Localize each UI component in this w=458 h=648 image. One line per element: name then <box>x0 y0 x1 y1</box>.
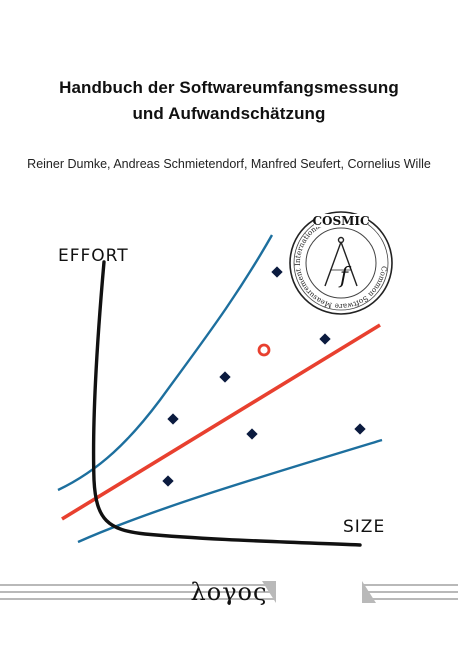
lower-bound-curve <box>77 438 383 544</box>
compass-icon <box>324 236 358 287</box>
publisher-band <box>0 580 458 606</box>
upper-bound-curve <box>57 234 274 492</box>
regression-line <box>61 323 381 521</box>
size-axis-label: SIZE <box>343 517 385 537</box>
data-point <box>271 266 283 278</box>
data-point <box>162 475 174 487</box>
data-point <box>319 333 331 345</box>
seal-top-text: COSMIC <box>312 214 369 228</box>
publisher-logo: λογος <box>190 578 268 606</box>
book-title-line-2: und Aufwandschätzung <box>132 104 326 123</box>
outlier-point <box>257 343 271 357</box>
effort-axis-label: EFFORT <box>58 246 129 266</box>
book-title-line-1: Handbuch der Softwareumfangsmessung <box>59 78 399 97</box>
data-point <box>167 413 179 425</box>
effort-size-curve <box>91 260 362 547</box>
book-authors: Reiner Dumke, Andreas Schmietendorf, Man… <box>27 157 431 171</box>
cosmic-seal: Common Software Measurement Internationa… <box>0 0 393 315</box>
data-point <box>246 428 258 440</box>
data-point <box>219 371 231 383</box>
data-point <box>354 423 366 435</box>
